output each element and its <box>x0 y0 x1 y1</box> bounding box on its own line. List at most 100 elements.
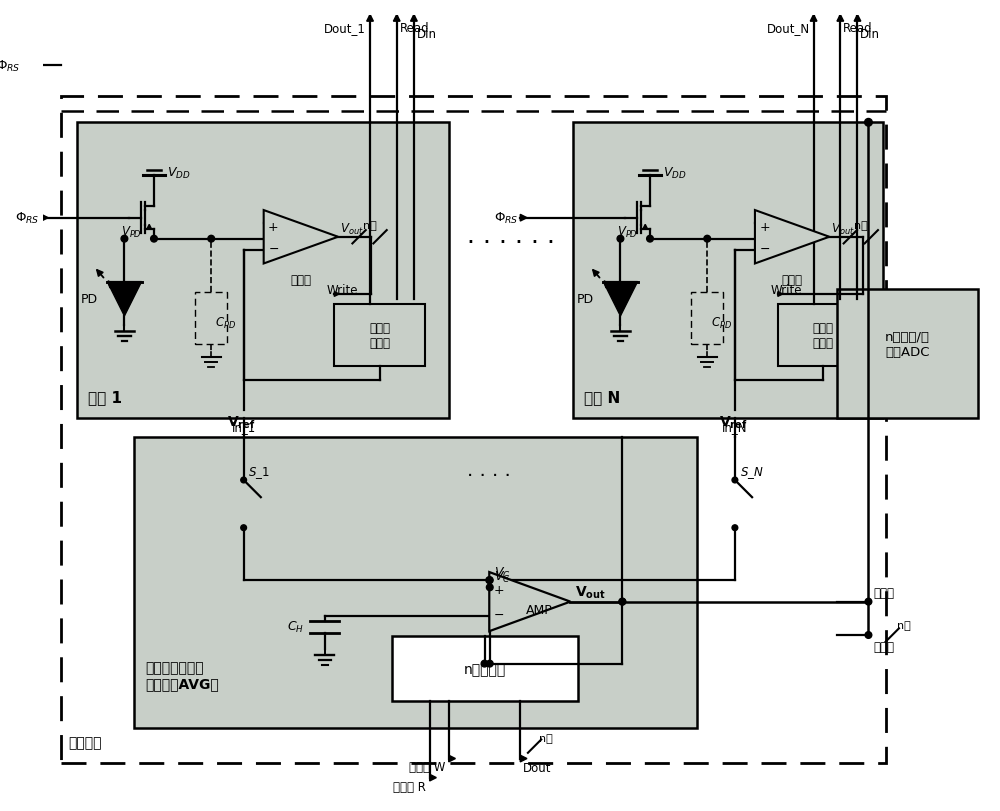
FancyBboxPatch shape <box>392 637 578 702</box>
Text: n位存储器: n位存储器 <box>463 662 506 676</box>
Polygon shape <box>778 292 783 297</box>
Circle shape <box>617 236 624 242</box>
Circle shape <box>865 119 872 127</box>
Text: $V_{PD}$: $V_{PD}$ <box>617 224 638 239</box>
Text: 输入线: 输入线 <box>873 586 894 599</box>
Text: +: + <box>268 221 279 234</box>
Text: Read: Read <box>843 22 873 35</box>
Text: n位列级/阵
列级ADC: n位列级/阵 列级ADC <box>885 331 930 358</box>
Polygon shape <box>22 62 29 69</box>
FancyBboxPatch shape <box>134 438 697 728</box>
Text: $V_{out}$: $V_{out}$ <box>340 221 364 237</box>
Circle shape <box>486 584 493 591</box>
Text: $C_H$: $C_H$ <box>287 619 304 634</box>
FancyBboxPatch shape <box>334 304 425 366</box>
Text: n位: n位 <box>363 221 377 231</box>
Text: $S\_1$: $S\_1$ <box>248 465 270 481</box>
Text: AMP: AMP <box>526 603 553 616</box>
Circle shape <box>732 478 738 483</box>
Polygon shape <box>643 225 648 230</box>
Text: $V_{PD}$: $V_{PD}$ <box>121 224 142 239</box>
Text: 比较器: 比较器 <box>782 273 803 286</box>
Text: n位: n位 <box>539 734 553 744</box>
Text: PD: PD <box>577 293 594 306</box>
Text: 像素 1: 像素 1 <box>88 390 122 405</box>
Polygon shape <box>837 15 844 22</box>
Circle shape <box>151 236 157 242</box>
Text: $V_C$: $V_C$ <box>494 565 511 581</box>
Circle shape <box>121 236 128 242</box>
Text: Din: Din <box>417 28 437 41</box>
Polygon shape <box>334 292 339 297</box>
Circle shape <box>241 478 247 483</box>
Text: 读控制 R: 读控制 R <box>393 779 426 792</box>
Text: $V_{DD}$: $V_{DD}$ <box>663 166 687 181</box>
Polygon shape <box>810 15 817 22</box>
Text: $-$: $-$ <box>268 242 279 255</box>
Text: n位: n位 <box>897 620 911 631</box>
Circle shape <box>619 599 626 605</box>
Text: $V_{DD}$: $V_{DD}$ <box>167 166 191 181</box>
Text: 输出线: 输出线 <box>873 640 894 653</box>
Text: Dout: Dout <box>523 762 552 775</box>
Text: PD: PD <box>81 293 98 306</box>
Circle shape <box>486 577 493 584</box>
Text: $\mathbf{V_{out}}$: $\mathbf{V_{out}}$ <box>575 584 605 600</box>
Polygon shape <box>107 282 142 316</box>
Circle shape <box>732 526 738 531</box>
Text: $\mathbf{V_{ref}}$: $\mathbf{V_{ref}}$ <box>719 414 747 430</box>
Polygon shape <box>264 211 338 264</box>
Circle shape <box>241 526 247 531</box>
Circle shape <box>619 599 626 605</box>
Text: · · · · · ·: · · · · · · <box>467 230 555 254</box>
Text: $\Phi_{RS}$: $\Phi_{RS}$ <box>0 58 20 74</box>
Circle shape <box>208 236 215 242</box>
Text: in_N: in_N <box>722 421 748 434</box>
Circle shape <box>647 236 653 242</box>
Polygon shape <box>147 225 152 230</box>
Text: in_1: in_1 <box>232 421 256 434</box>
Text: · · · ·: · · · · <box>467 466 511 485</box>
Text: 参考电压均值产
生电路（AVG）: 参考电压均值产 生电路（AVG） <box>145 661 219 691</box>
Polygon shape <box>489 573 570 632</box>
Polygon shape <box>411 15 417 22</box>
Circle shape <box>865 632 872 638</box>
Polygon shape <box>393 15 400 22</box>
Polygon shape <box>520 215 527 221</box>
Polygon shape <box>430 775 436 781</box>
Polygon shape <box>854 15 861 22</box>
Text: $C_{PD}$: $C_{PD}$ <box>215 315 236 331</box>
Text: Dout_N: Dout_N <box>767 22 810 35</box>
Text: 工作单元: 工作单元 <box>68 736 102 749</box>
Text: Write: Write <box>770 283 802 296</box>
Circle shape <box>486 660 493 667</box>
Text: $-$: $-$ <box>759 242 770 255</box>
Polygon shape <box>755 211 829 264</box>
Text: Dout_1: Dout_1 <box>324 22 366 35</box>
Text: $S\_N$: $S\_N$ <box>740 465 763 481</box>
FancyBboxPatch shape <box>573 123 883 418</box>
FancyBboxPatch shape <box>837 290 978 418</box>
Text: 像素 N: 像素 N <box>584 390 620 405</box>
Circle shape <box>704 236 711 242</box>
Text: n位: n位 <box>854 221 868 231</box>
Text: $\Phi_{RS}$: $\Phi_{RS}$ <box>494 211 518 226</box>
Polygon shape <box>449 755 455 762</box>
Text: $\Phi_{RS}$: $\Phi_{RS}$ <box>15 211 40 226</box>
Text: 比较器: 比较器 <box>290 273 311 286</box>
Text: Din: Din <box>860 28 880 41</box>
Text: +: + <box>494 584 504 597</box>
Text: Read: Read <box>400 22 429 35</box>
Text: 像素级
存储器: 像素级 存储器 <box>369 321 390 349</box>
Text: Write: Write <box>327 283 358 296</box>
Text: $V_C$: $V_C$ <box>494 569 510 585</box>
Circle shape <box>486 577 493 584</box>
Text: $V_{out}$: $V_{out}$ <box>831 221 855 237</box>
Circle shape <box>481 660 488 667</box>
Polygon shape <box>520 755 527 762</box>
Text: 像素级
存储器: 像素级 存储器 <box>813 321 834 349</box>
Text: $\mathbf{V_{ref}}$: $\mathbf{V_{ref}}$ <box>227 414 256 430</box>
Text: 写控制 W: 写控制 W <box>409 761 445 774</box>
FancyBboxPatch shape <box>77 123 449 418</box>
Polygon shape <box>367 15 373 22</box>
